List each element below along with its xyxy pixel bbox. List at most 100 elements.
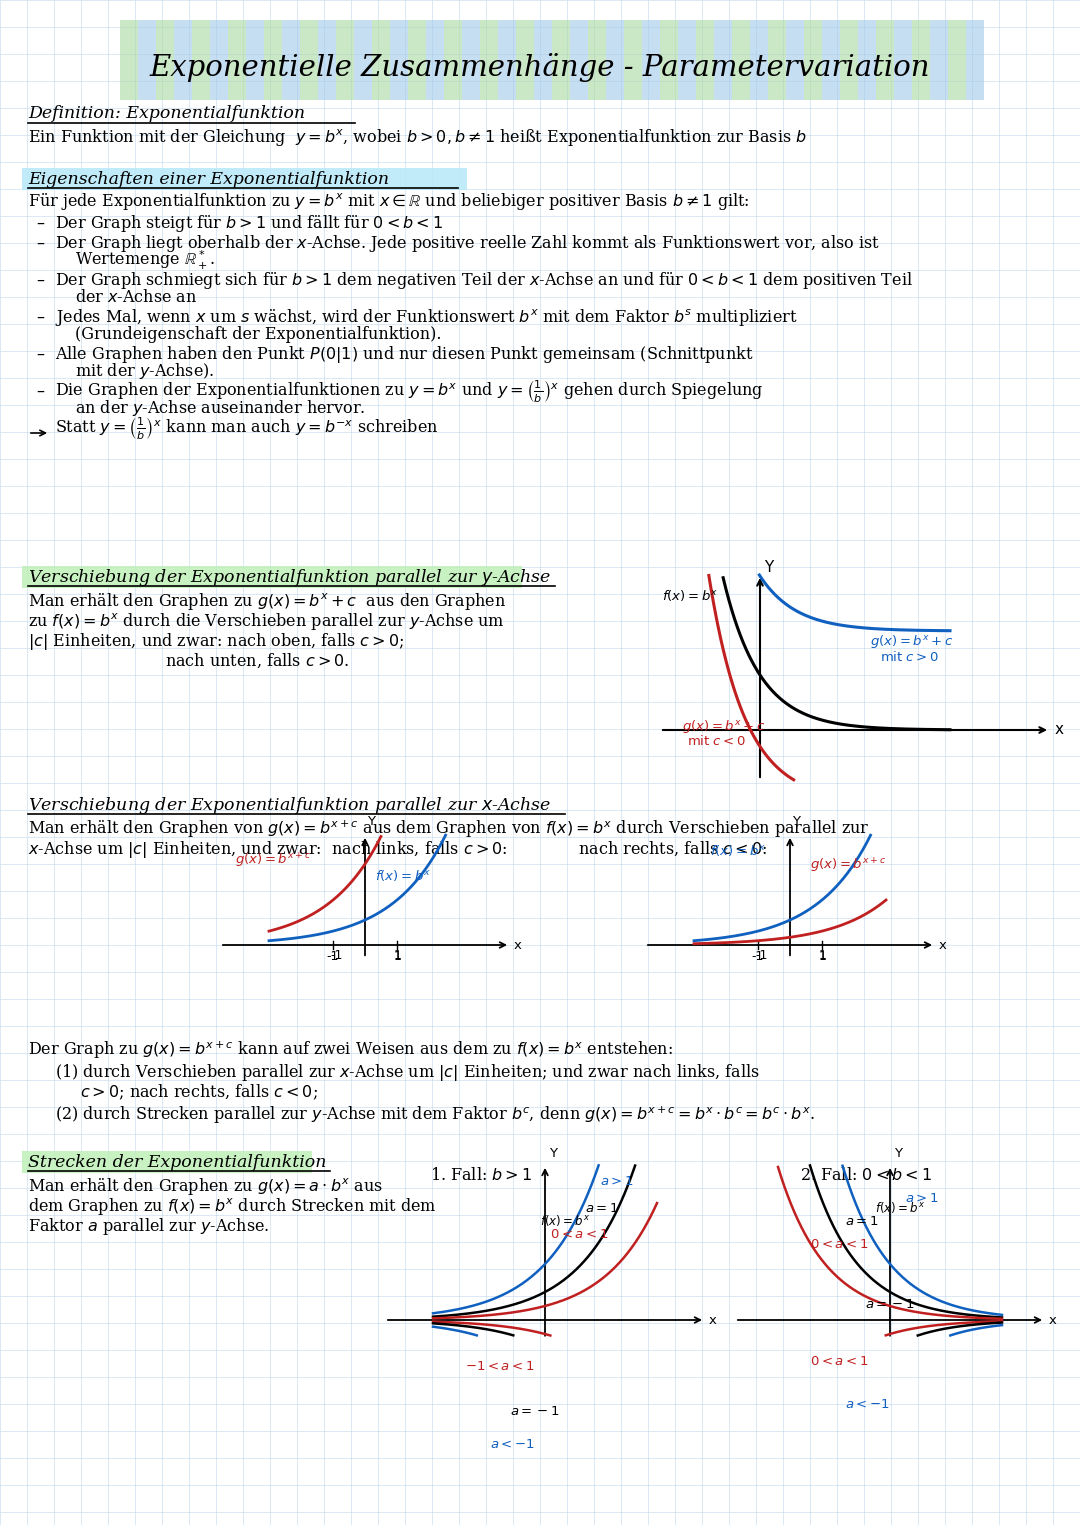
Bar — [930, 20, 948, 101]
Text: –: – — [36, 384, 44, 400]
Bar — [174, 20, 192, 101]
Text: Verschiebung der Exponentialfunktion parallel zur $y$-Achse: Verschiebung der Exponentialfunktion par… — [28, 567, 551, 589]
Bar — [318, 20, 336, 101]
Text: zu $f(x) = b^x$ durch die Verschieben parallel zur $y$-Achse um: zu $f(x) = b^x$ durch die Verschieben pa… — [28, 612, 504, 631]
Bar — [336, 20, 354, 101]
Bar — [750, 20, 768, 101]
Text: Eigenschaften einer Exponentialfunktion: Eigenschaften einer Exponentialfunktion — [28, 171, 389, 188]
Text: $a = -1$: $a = -1$ — [510, 1405, 559, 1418]
Text: $f(x)=b^x$: $f(x)=b^x$ — [540, 1212, 590, 1228]
Bar — [858, 20, 876, 101]
Bar — [354, 20, 372, 101]
Text: der $x$-Achse an: der $x$-Achse an — [75, 290, 198, 307]
Bar — [22, 168, 467, 191]
Text: 1: 1 — [819, 949, 827, 962]
Text: –: – — [36, 217, 44, 230]
Bar — [462, 20, 480, 101]
Bar — [786, 20, 804, 101]
Text: –: – — [36, 348, 44, 361]
Text: -1: -1 — [755, 949, 768, 962]
Bar — [876, 20, 894, 101]
Bar — [246, 20, 264, 101]
Text: Verschiebung der Exponentialfunktion parallel zur $x$-Achse: Verschiebung der Exponentialfunktion par… — [28, 795, 551, 816]
Text: -1: -1 — [330, 949, 342, 962]
Text: mit $c>0$: mit $c>0$ — [880, 650, 939, 663]
Bar — [552, 20, 570, 101]
Text: Strecken der Exponentialfunktion: Strecken der Exponentialfunktion — [28, 1154, 326, 1171]
Bar — [822, 20, 840, 101]
Text: nach unten, falls $c > 0$.: nach unten, falls $c > 0$. — [165, 651, 350, 669]
Bar — [408, 20, 426, 101]
Bar — [516, 20, 534, 101]
Bar — [948, 20, 966, 101]
Bar — [120, 20, 138, 101]
Bar — [426, 20, 444, 101]
Text: $g(x)=b^{x+c}$: $g(x)=b^{x+c}$ — [235, 852, 311, 871]
Bar — [840, 20, 858, 101]
Bar — [606, 20, 624, 101]
Text: 2. Fall: $0 < b < 1$: 2. Fall: $0 < b < 1$ — [800, 1167, 932, 1183]
Text: $f(x)=b^x$: $f(x)=b^x$ — [662, 589, 718, 602]
Bar — [210, 20, 228, 101]
Text: Y: Y — [764, 560, 773, 575]
Text: (1) durch Verschieben parallel zur $x$-Achse um $|c|$ Einheiten; und zwar nach l: (1) durch Verschieben parallel zur $x$-A… — [55, 1061, 760, 1083]
Bar — [804, 20, 822, 101]
Bar — [390, 20, 408, 101]
Bar — [624, 20, 642, 101]
Text: $a=-1$: $a=-1$ — [865, 1298, 915, 1311]
Text: $|c|$ Einheiten, und zwar: nach oben, falls $c > 0$;: $|c|$ Einheiten, und zwar: nach oben, fa… — [28, 631, 404, 653]
Bar — [714, 20, 732, 101]
Bar — [660, 20, 678, 101]
Bar — [228, 20, 246, 101]
Text: $g(x)=b^x+c$: $g(x)=b^x+c$ — [681, 718, 766, 735]
Text: an der $y$-Achse auseinander hervor.: an der $y$-Achse auseinander hervor. — [75, 398, 365, 418]
Text: $x$-Achse um $|c|$ Einheiten, und zwar:  nach links, falls $c > 0$:             : $x$-Achse um $|c|$ Einheiten, und zwar: … — [28, 839, 767, 860]
Text: Der Graph liegt oberhalb der $x$-Achse. Jede positive reelle Zahl kommt als Funk: Der Graph liegt oberhalb der $x$-Achse. … — [55, 233, 880, 255]
Text: dem Graphen zu $f(x) = b^x$ durch Strecken mit dem: dem Graphen zu $f(x) = b^x$ durch Streck… — [28, 1196, 436, 1217]
Bar — [768, 20, 786, 101]
Text: 1: 1 — [394, 950, 402, 962]
Text: 1. Fall: $b > 1$: 1. Fall: $b > 1$ — [430, 1167, 532, 1183]
Text: mit $c<0$: mit $c<0$ — [687, 734, 746, 747]
Text: –: – — [36, 310, 44, 325]
Text: -1: -1 — [326, 950, 338, 962]
Bar — [138, 20, 156, 101]
Text: Wertemenge $\mathbb{R}_+^*$.: Wertemenge $\mathbb{R}_+^*$. — [75, 249, 215, 271]
Bar — [480, 20, 498, 101]
Bar — [372, 20, 390, 101]
Text: Für jede Exponentialfunktion zu $y = b^x$ mit $x \in \mathbb{R}$ und beliebiger : Für jede Exponentialfunktion zu $y = b^x… — [28, 191, 750, 212]
Bar — [498, 20, 516, 101]
Text: $a>1$: $a>1$ — [905, 1193, 939, 1205]
Bar — [966, 20, 984, 101]
Bar — [534, 20, 552, 101]
Text: Exponentielle Zusammenhänge - Parametervariation: Exponentielle Zusammenhänge - Parameterv… — [150, 53, 930, 82]
Text: $g(x)=b^{x+c}$: $g(x)=b^{x+c}$ — [810, 857, 886, 875]
Bar — [22, 1151, 312, 1173]
Text: $c > 0$; nach rechts, falls $c < 0$;: $c > 0$; nach rechts, falls $c < 0$; — [80, 1083, 318, 1101]
Text: $0<a<1$: $0<a<1$ — [810, 1356, 868, 1368]
Text: x: x — [1049, 1315, 1057, 1327]
Text: 1: 1 — [819, 950, 827, 962]
Text: Ein Funktion mit der Gleichung  $y = b^x$, wobei $b > 0, b \neq 1$ heißt Exponen: Ein Funktion mit der Gleichung $y = b^x$… — [28, 127, 807, 148]
Text: x: x — [1055, 723, 1064, 738]
Text: Der Graph zu $g(x) = b^{x+c}$ kann auf zwei Weisen aus dem zu $f(x) = b^x$ entst: Der Graph zu $g(x) = b^{x+c}$ kann auf z… — [28, 1040, 673, 1061]
Bar — [156, 20, 174, 101]
Bar — [444, 20, 462, 101]
Text: $0<a<1$: $0<a<1$ — [810, 1238, 868, 1250]
Text: Statt $y = \left(\frac{1}{b}\right)^x$ kann man auch $y = b^{-x}$ schreiben: Statt $y = \left(\frac{1}{b}\right)^x$ k… — [55, 415, 438, 442]
Text: x: x — [708, 1315, 717, 1327]
Text: 1: 1 — [394, 949, 402, 962]
Text: Die Graphen der Exponentialfunktionen zu $y = b^x$ und $y = \left(\frac{1}{b}\ri: Die Graphen der Exponentialfunktionen zu… — [55, 378, 764, 404]
Text: Y: Y — [549, 1147, 557, 1161]
Text: Jedes Mal, wenn $x$ um $s$ wächst, wird der Funktionswert $b^x$ mit dem Faktor $: Jedes Mal, wenn $x$ um $s$ wächst, wird … — [55, 307, 797, 328]
Text: $a=1$: $a=1$ — [845, 1215, 879, 1228]
Bar — [264, 20, 282, 101]
Text: $f(x)=b^x$: $f(x)=b^x$ — [710, 843, 766, 859]
Text: (2) durch Strecken parallel zur $y$-Achse mit dem Faktor $b^c$, denn $g(x) = b^{: (2) durch Strecken parallel zur $y$-Achs… — [55, 1104, 814, 1125]
Text: Definition: Exponentialfunktion: Definition: Exponentialfunktion — [28, 105, 306, 122]
Text: Man erhält den Graphen von $g(x) = b^{x+c}$ aus dem Graphen von $f(x) = b^x$ dur: Man erhält den Graphen von $g(x) = b^{x+… — [28, 819, 869, 840]
Text: $a>1$: $a>1$ — [600, 1174, 634, 1188]
Bar — [912, 20, 930, 101]
Text: Y: Y — [792, 814, 800, 828]
Bar — [300, 20, 318, 101]
